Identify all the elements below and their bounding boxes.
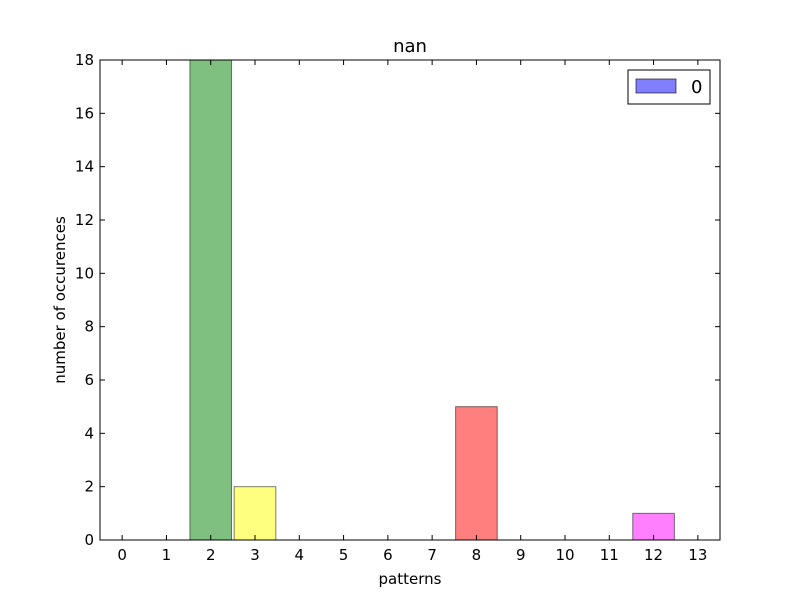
y-tick-label: 10 xyxy=(75,264,94,282)
x-tick-label: 2 xyxy=(206,546,216,564)
y-tick-label: 0 xyxy=(84,531,94,549)
y-axis-label: number of occurences xyxy=(51,216,69,384)
x-axis: 0 1 2 3 4 5 6 7 8 9 10 11 12 13 xyxy=(117,60,707,564)
x-tick-label: 1 xyxy=(162,546,172,564)
bar-8 xyxy=(455,406,498,541)
y-axis: 0 2 4 6 8 10 12 14 16 18 xyxy=(75,51,720,549)
plot-frame xyxy=(99,59,721,541)
x-tick-label: 5 xyxy=(339,546,349,564)
y-tick-label: 6 xyxy=(84,371,94,389)
x-axis-label: patterns xyxy=(379,570,442,588)
x-tick-label: 4 xyxy=(295,546,305,564)
x-tick-label: 6 xyxy=(383,546,393,564)
y-tick-label: 2 xyxy=(84,478,94,496)
y-tick-label: 18 xyxy=(75,51,94,69)
y-tick-label: 8 xyxy=(84,318,94,336)
y-tick-label: 14 xyxy=(75,158,94,176)
x-tick-label: 13 xyxy=(688,546,707,564)
x-tick-label: 7 xyxy=(427,546,437,564)
legend-label: 0 xyxy=(691,77,702,98)
bar-2 xyxy=(189,59,233,541)
y-tick-label: 12 xyxy=(75,211,94,229)
legend-swatch xyxy=(635,78,677,94)
x-tick-label: 0 xyxy=(117,546,127,564)
chart-title: nan xyxy=(393,36,427,57)
legend: 0 xyxy=(627,69,711,105)
y-tick-label: 4 xyxy=(84,424,94,442)
y-tick-label: 16 xyxy=(75,104,94,122)
x-tick-label: 9 xyxy=(516,546,526,564)
bar-3 xyxy=(233,486,277,541)
x-tick-label: 3 xyxy=(250,546,260,564)
x-tick-label: 8 xyxy=(472,546,482,564)
bars-group xyxy=(189,59,675,541)
x-tick-label: 11 xyxy=(600,546,619,564)
x-tick-label: 10 xyxy=(555,546,574,564)
x-tick-label: 12 xyxy=(644,546,663,564)
